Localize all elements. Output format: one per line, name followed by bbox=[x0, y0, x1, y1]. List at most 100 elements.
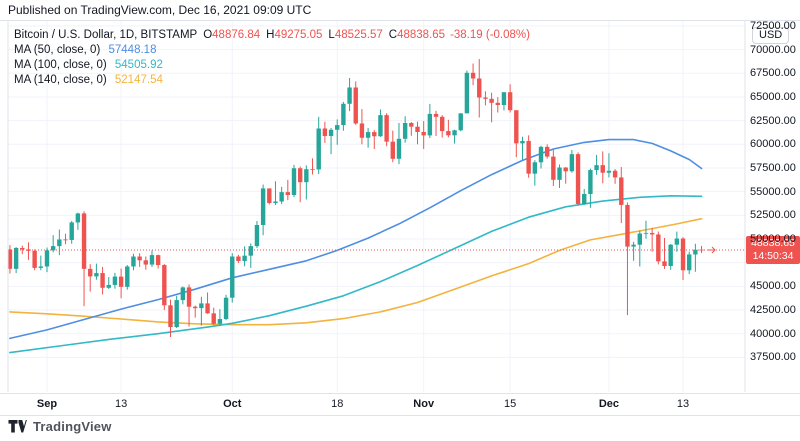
price-axis-label: 67500.00 bbox=[750, 67, 796, 80]
published-caption: Published on TradingView.com, Dec 16, 20… bbox=[8, 3, 312, 17]
candle-body bbox=[409, 122, 414, 127]
candle-body bbox=[32, 250, 37, 268]
ma50-legend-row[interactable]: MA (50, close, 0) 57448.18 bbox=[14, 43, 530, 57]
symbol-legend-row[interactable]: Bitcoin / U.S. Dollar, 1D, BITSTAMP O4887… bbox=[14, 28, 530, 42]
candle-body bbox=[588, 170, 593, 195]
time-axis-label: 13 bbox=[676, 398, 690, 410]
candle-body bbox=[125, 266, 130, 287]
candle-body bbox=[514, 110, 519, 144]
price-axis[interactable]: USD 48838.65 14:50:34 72500.00 70000.00 67… bbox=[746, 20, 800, 393]
candle-body bbox=[205, 303, 210, 314]
open-label: O bbox=[203, 29, 213, 41]
candle-body bbox=[242, 255, 247, 261]
candle-body bbox=[551, 156, 556, 180]
ma140-label: MA (140, close, 0) bbox=[14, 74, 107, 86]
candle-body bbox=[353, 87, 358, 124]
candle-body bbox=[248, 246, 253, 256]
low-label: L bbox=[328, 29, 335, 41]
change-value: -38.19 (-0.08%) bbox=[450, 29, 530, 41]
candle-body bbox=[402, 122, 408, 139]
candle-body bbox=[575, 154, 581, 204]
candle-body bbox=[20, 247, 25, 250]
candle-body bbox=[316, 128, 321, 170]
candle-body bbox=[582, 194, 587, 204]
time-axis-label: Sep bbox=[36, 398, 58, 410]
candle-body bbox=[50, 246, 56, 251]
candle-body bbox=[81, 213, 87, 269]
time-axis-label: Nov bbox=[413, 398, 435, 410]
candle-body bbox=[501, 92, 507, 106]
candle-body bbox=[260, 188, 266, 225]
candle-body bbox=[458, 113, 463, 131]
candle-body bbox=[538, 146, 544, 163]
ma-line-140 bbox=[9, 217, 703, 326]
candle-body bbox=[446, 131, 451, 136]
time-axis-label: Dec bbox=[598, 398, 620, 410]
ma100-value: 54505.92 bbox=[114, 59, 163, 71]
candle-body bbox=[415, 126, 420, 132]
candle-body bbox=[612, 170, 618, 178]
ma100-legend-row[interactable]: MA (100, close, 0) 54505.92 bbox=[14, 58, 530, 72]
price-axis-label: 72500.00 bbox=[750, 19, 796, 32]
candle-body bbox=[38, 266, 44, 268]
candle-body bbox=[186, 287, 192, 307]
ma-line-100 bbox=[9, 195, 703, 354]
candle-body bbox=[347, 87, 352, 104]
candle-body bbox=[162, 265, 167, 306]
candle-body bbox=[520, 140, 525, 144]
candle-body bbox=[341, 103, 346, 126]
price-axis-label: 42500.00 bbox=[750, 304, 796, 317]
candle-body bbox=[75, 213, 81, 223]
candle-body bbox=[668, 244, 673, 266]
candle-body bbox=[44, 250, 50, 267]
candle-body bbox=[291, 168, 297, 195]
candle-body bbox=[63, 239, 68, 241]
price-axis-label: 65000.00 bbox=[750, 90, 796, 103]
price-axis-label: 57500.00 bbox=[750, 161, 796, 174]
last-price-marker bbox=[707, 246, 716, 254]
candle-body bbox=[507, 92, 513, 111]
candle-body bbox=[470, 72, 476, 79]
chart-frame bbox=[0, 20, 800, 394]
ma50-label: MA (50, close, 0) bbox=[14, 44, 101, 56]
candle-body bbox=[57, 239, 62, 247]
candle-body bbox=[211, 313, 216, 324]
candle-body bbox=[421, 131, 426, 136]
candle-body bbox=[199, 303, 204, 309]
candle-body bbox=[236, 256, 241, 261]
ma140-legend-row[interactable]: MA (140, close, 0) 52147.54 bbox=[14, 73, 530, 87]
open-value: 48876.84 bbox=[212, 29, 261, 41]
candle-body bbox=[477, 78, 482, 98]
time-axis[interactable]: Sep 13 Oct 18 Nov 15 Dec 13 bbox=[0, 393, 800, 416]
candle-body bbox=[112, 276, 118, 285]
candle-body bbox=[687, 254, 692, 271]
candle-body bbox=[174, 300, 179, 328]
candle-body bbox=[606, 170, 612, 173]
candle-body bbox=[285, 192, 291, 195]
ma140-value: 52147.54 bbox=[114, 74, 163, 86]
candle-body bbox=[279, 192, 284, 202]
close-value: 48838.65 bbox=[397, 29, 446, 41]
candle-body bbox=[180, 287, 186, 301]
candle-body bbox=[396, 138, 402, 159]
candle-body bbox=[662, 261, 667, 266]
candle-body bbox=[631, 244, 636, 247]
tradingview-logo-text: TradingView bbox=[33, 419, 112, 434]
candle-body bbox=[452, 130, 457, 136]
high-label: H bbox=[266, 29, 275, 41]
candle-body bbox=[489, 98, 494, 103]
tradingview-watermark[interactable]: TradingView bbox=[8, 419, 112, 434]
price-axis-label: 45000.00 bbox=[750, 280, 796, 293]
candle-body bbox=[464, 72, 470, 114]
candle-body bbox=[88, 268, 93, 277]
candle-body bbox=[359, 123, 365, 138]
candle-body bbox=[69, 222, 74, 240]
currency-toggle[interactable]: USD bbox=[752, 27, 790, 44]
candle-body bbox=[149, 255, 155, 265]
candle-body bbox=[637, 233, 642, 245]
candle-body bbox=[7, 249, 13, 269]
candle-body bbox=[563, 167, 568, 172]
price-axis-label: 60000.00 bbox=[750, 138, 796, 151]
